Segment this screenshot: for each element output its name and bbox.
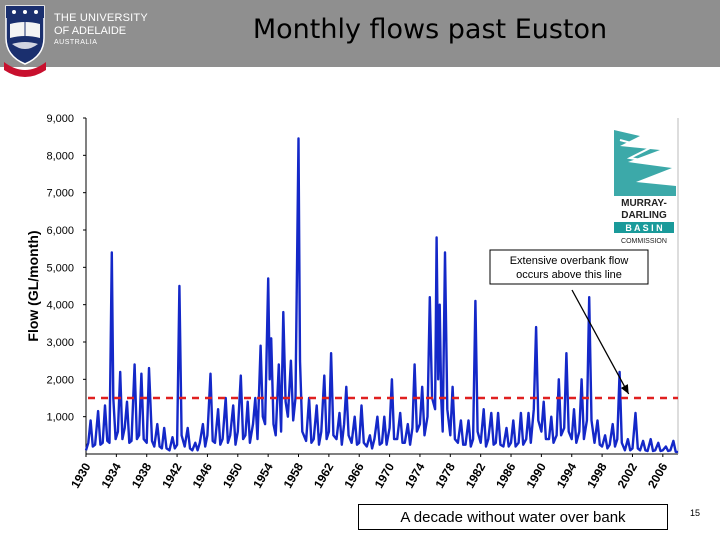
university-name-line2: OF ADELAIDE [54, 25, 127, 37]
university-country: AUSTRALIA [54, 39, 98, 46]
mdbc-logo: MURRAY- DARLING B A S I N COMMISSION [612, 126, 676, 246]
y-tick-label: 6,000 [46, 225, 74, 237]
y-tick-label: 2,000 [46, 374, 74, 386]
annotation-box: Extensive overbank flow occurs above thi… [489, 249, 649, 285]
flow-chart: 9,000 8,000 7,000 6,000 5,000 4,000 3,000 2,000… [25, 113, 679, 491]
y-tick-label: 4,000 [46, 300, 74, 312]
y-tick-label: 7,000 [46, 188, 74, 200]
annotation-arrowhead [620, 384, 629, 394]
y-tick-label: 3,000 [46, 337, 74, 349]
x-tick-label: 1974 [402, 460, 428, 490]
x-tick-label: 1954 [250, 460, 276, 490]
university-crest-icon [4, 5, 46, 77]
y-tick-label: 5,000 [46, 262, 74, 274]
x-tick-label: 2002 [615, 460, 641, 490]
x-tick-label: 1982 [463, 460, 489, 490]
x-tick-label: 1994 [554, 460, 580, 490]
x-tick-label: 2006 [645, 460, 671, 490]
x-tick-label: 1950 [220, 460, 246, 490]
x-tick-label: 1998 [584, 460, 610, 490]
page-number: 15 [690, 508, 701, 518]
mdbc-line4: COMMISSION [621, 238, 667, 245]
x-tick-label: 1934 [98, 460, 124, 490]
university-name-line1: THE UNIVERSITY [54, 12, 148, 24]
x-tick-label: 1962 [311, 460, 337, 490]
x-tick-label: 1966 [341, 460, 367, 490]
page-title: Monthly flows past Euston [252, 14, 608, 45]
caption-box: A decade without water over bank [358, 504, 668, 530]
x-tick-label: 1946 [190, 460, 216, 490]
y-tick-label: 8,000 [46, 150, 74, 162]
mdbc-line1: MURRAY- [621, 198, 667, 209]
y-axis: 9,000 8,000 7,000 6,000 5,000 4,000 3,000 2,000… [46, 113, 86, 424]
annotation-line1: Extensive overbank flow [510, 255, 629, 267]
y-tick-label: 9,000 [46, 113, 74, 125]
y-tick-label: 1,000 [46, 412, 74, 424]
header-bar [0, 0, 720, 67]
x-tick-label: 1930 [68, 460, 94, 490]
x-tick-label: 1970 [372, 460, 398, 490]
x-tick-label: 1958 [281, 460, 307, 490]
mdbc-line2: DARLING [621, 210, 667, 221]
x-tick-label: 1986 [493, 460, 519, 490]
university-logo: THE UNIVERSITY OF ADELAIDE AUSTRALIA [0, 0, 150, 80]
y-axis-label: Flow (GL/month) [25, 230, 41, 341]
x-tick-label: 1938 [129, 460, 155, 490]
x-tick-label: 1942 [159, 460, 185, 490]
annotation-line2: occurs above this line [516, 269, 622, 281]
x-tick-label: 1978 [432, 460, 458, 490]
mdbc-line3: B A S I N [625, 223, 662, 233]
x-tick-label: 1990 [524, 460, 550, 490]
flow-series-line [84, 137, 679, 454]
x-axis: 1930 1934 1938 1942 1946 1950 1954 1958 1962 1966… [68, 454, 671, 491]
annotation-arrow [571, 289, 630, 395]
